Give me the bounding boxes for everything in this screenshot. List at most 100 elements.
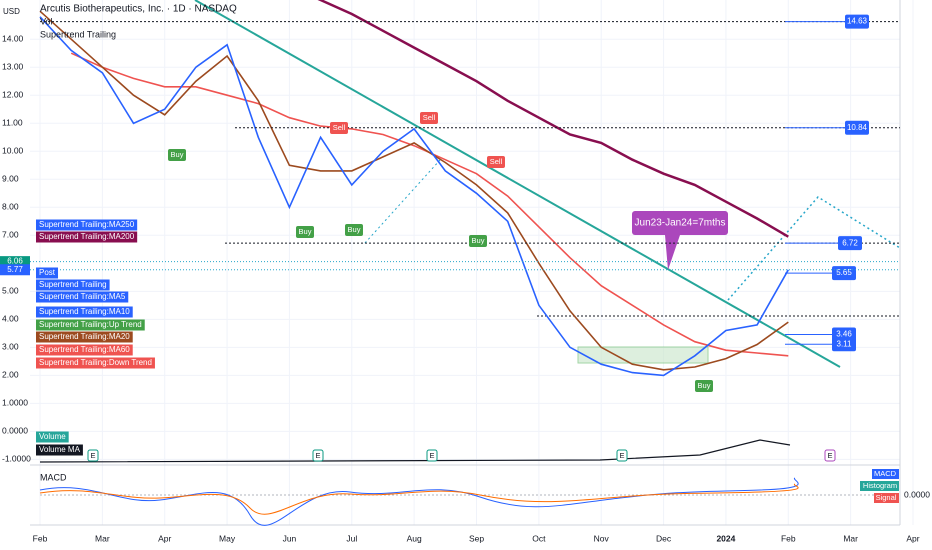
series-line	[317, 0, 789, 238]
chart-title: Arcutis Biotherapeutics, Inc. · 1D · NAS…	[40, 4, 237, 15]
legend-tag: Supertrend Trailing:MA200	[39, 232, 135, 241]
earnings-box	[824, 449, 836, 462]
legend-tag: Supertrend Trailing:MA20	[39, 332, 130, 341]
macd-tag-label: Histogram	[863, 481, 897, 490]
trend-line	[194, 0, 841, 368]
y-tick-label: 9.00	[2, 174, 19, 184]
x-tick-label: Sep	[469, 533, 484, 543]
signal-box	[420, 112, 438, 124]
macd-line	[39, 477, 799, 526]
y-tick-label: -1.0000	[2, 454, 31, 464]
legend-tag: Post	[39, 268, 56, 277]
y-tick-label: 10.00	[2, 146, 24, 156]
signal-box	[695, 380, 713, 392]
earnings-label: E	[827, 451, 832, 460]
signal-box	[469, 235, 487, 247]
macd-tag	[874, 493, 899, 503]
currency: USD	[3, 7, 20, 16]
y-tick-label: 0.0000	[2, 426, 28, 436]
x-tick-label: Apr	[906, 533, 919, 543]
subtitle: Vol	[40, 16, 53, 26]
x-tick-label: Nov	[594, 533, 610, 543]
legend-tag-bg	[36, 267, 59, 279]
legend-tag-bg	[36, 306, 133, 318]
legend-tag: Supertrend Trailing:MA10	[39, 307, 130, 316]
price-label: 14.63	[847, 17, 868, 26]
signal-line	[39, 483, 799, 515]
legend-tag: Supertrend Trailing:MA5	[39, 292, 126, 301]
signal-label: Buy	[171, 150, 184, 159]
y-tick-label: 2.00	[2, 370, 19, 380]
signal-box	[330, 122, 348, 134]
signal-box	[296, 226, 314, 238]
macd-tag-label: MACD	[874, 469, 897, 478]
macd-tag-label: Signal	[876, 493, 897, 502]
legend-tag: Supertrend Trailing:Down Trend	[39, 358, 152, 367]
x-tick-label: Jun	[283, 533, 297, 543]
y-tick-label: 1.0000	[2, 398, 28, 408]
x-tick-label: Feb	[781, 533, 796, 543]
earnings-box	[616, 449, 628, 462]
x-tick-label: Apr	[158, 533, 171, 543]
legend-tag: Volume MA	[39, 445, 81, 454]
grid	[30, 0, 914, 525]
price-label: 10.84	[847, 123, 868, 132]
series-layer	[39, 0, 789, 377]
signal-box	[345, 224, 363, 236]
y-tick-label: 12.00	[2, 89, 24, 99]
legend-tag: Supertrend Trailing	[39, 280, 107, 289]
earnings-label: E	[90, 451, 95, 460]
series-line	[39, 16, 789, 377]
y-tick-label: 4.00	[2, 314, 19, 324]
signal-label: Sell	[490, 157, 503, 166]
x-tick-label: Aug	[407, 533, 422, 543]
annotation: Jun23-Jan24=7mths	[635, 218, 726, 229]
earnings-box	[426, 449, 438, 462]
x-tick-label: Feb	[33, 533, 48, 543]
last-price-label: 6.06	[7, 257, 23, 266]
signal-label: Buy	[698, 381, 711, 390]
signal-box	[487, 156, 505, 168]
price-box	[845, 14, 869, 29]
legend-tag: Supertrend Trailing:MA250	[39, 220, 135, 229]
price-label: 6.72	[842, 238, 858, 247]
series-line	[39, 10, 789, 371]
y-tick-label: 8.00	[2, 202, 19, 212]
price-box	[845, 120, 869, 135]
y-tick-label: 11.00	[2, 118, 23, 128]
last-price-box	[0, 264, 30, 276]
macd-tag	[860, 481, 899, 491]
last-price-box	[0, 256, 30, 268]
price-box	[832, 337, 856, 352]
y-tick-label: 5.00	[2, 286, 19, 296]
price-box	[838, 236, 862, 251]
legend-tag: Supertrend Trailing:MA60	[39, 345, 130, 354]
last-price-label: 5.77	[7, 265, 23, 274]
legend-tag-bg	[36, 219, 138, 231]
legend-tag-bg	[36, 231, 138, 243]
macd-title: MACD	[40, 472, 67, 482]
x-tick-label: Dec	[656, 533, 672, 543]
signal-label: Sell	[333, 123, 346, 132]
x-tick-label: Jul	[346, 533, 357, 543]
signal-label: Buy	[472, 236, 485, 245]
x-tick-label: Mar	[95, 533, 110, 543]
volume-ma	[39, 439, 791, 463]
legend-tag: Volume	[39, 432, 66, 441]
projection	[727, 196, 901, 301]
price-label: 5.65	[836, 268, 852, 277]
legend-tag-bg	[36, 331, 133, 343]
annotation-box	[632, 211, 728, 235]
legend-tag-bg	[36, 444, 83, 456]
earnings-box	[87, 449, 99, 462]
price-label: 3.11	[837, 339, 853, 348]
signal-label: Sell	[423, 113, 436, 122]
earnings-label: E	[619, 451, 624, 460]
legend-tag-bg	[36, 344, 133, 356]
legend-tag: Supertrend Trailing:Up Trend	[39, 320, 142, 329]
x-tick-label: Oct	[532, 533, 546, 543]
legend-tag-bg	[36, 431, 69, 443]
macd-zero-label: 0.0000	[904, 489, 930, 499]
